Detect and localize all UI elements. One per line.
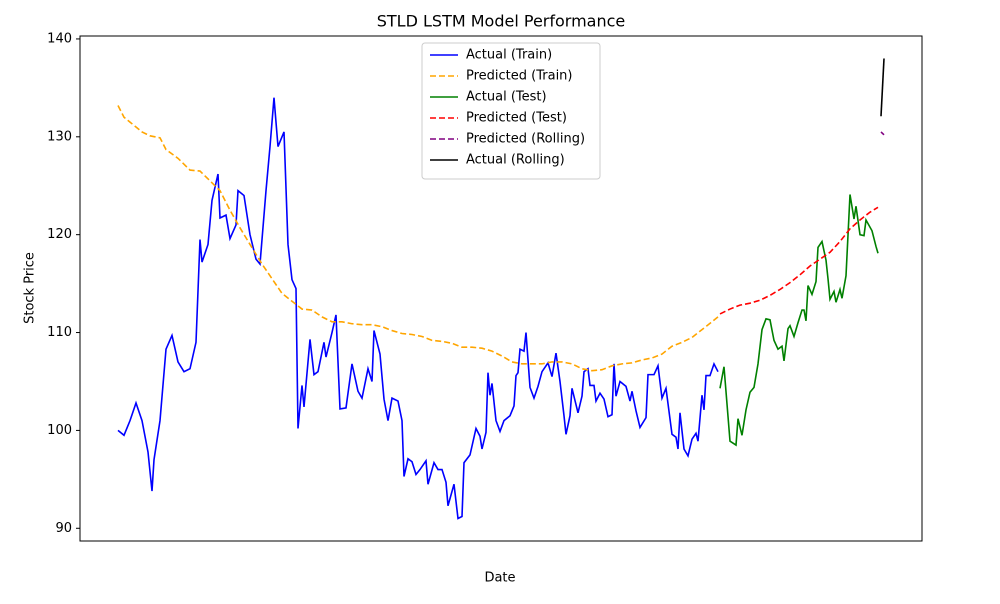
chart-title: STLD LSTM Model Performance bbox=[377, 12, 626, 31]
y-tick-label: 100 bbox=[47, 423, 72, 438]
series-line bbox=[719, 206, 879, 315]
y-tick-label: 140 bbox=[47, 31, 72, 46]
legend-label: Actual (Rolling) bbox=[466, 153, 565, 168]
y-tick-label: 120 bbox=[47, 227, 72, 242]
legend-label: Predicted (Rolling) bbox=[466, 132, 585, 147]
y-tick-label: 130 bbox=[47, 129, 72, 144]
y-tick-label: 90 bbox=[55, 521, 72, 536]
legend-box bbox=[421, 42, 601, 180]
y-tick-label: 110 bbox=[47, 325, 72, 340]
series-line bbox=[117, 105, 719, 372]
legend-label: Predicted (Train) bbox=[466, 69, 573, 84]
plot-frame bbox=[79, 35, 923, 542]
legend-label: Actual (Test) bbox=[466, 90, 547, 105]
x-axis-label: Date bbox=[484, 571, 515, 586]
y-axis-label: Stock Price bbox=[23, 252, 38, 324]
series-line bbox=[880, 58, 885, 117]
legend-label: Actual (Train) bbox=[466, 48, 552, 63]
series-line bbox=[719, 194, 879, 447]
series-line bbox=[117, 97, 719, 520]
legend-label: Predicted (Test) bbox=[466, 111, 567, 126]
series-line bbox=[880, 131, 885, 136]
